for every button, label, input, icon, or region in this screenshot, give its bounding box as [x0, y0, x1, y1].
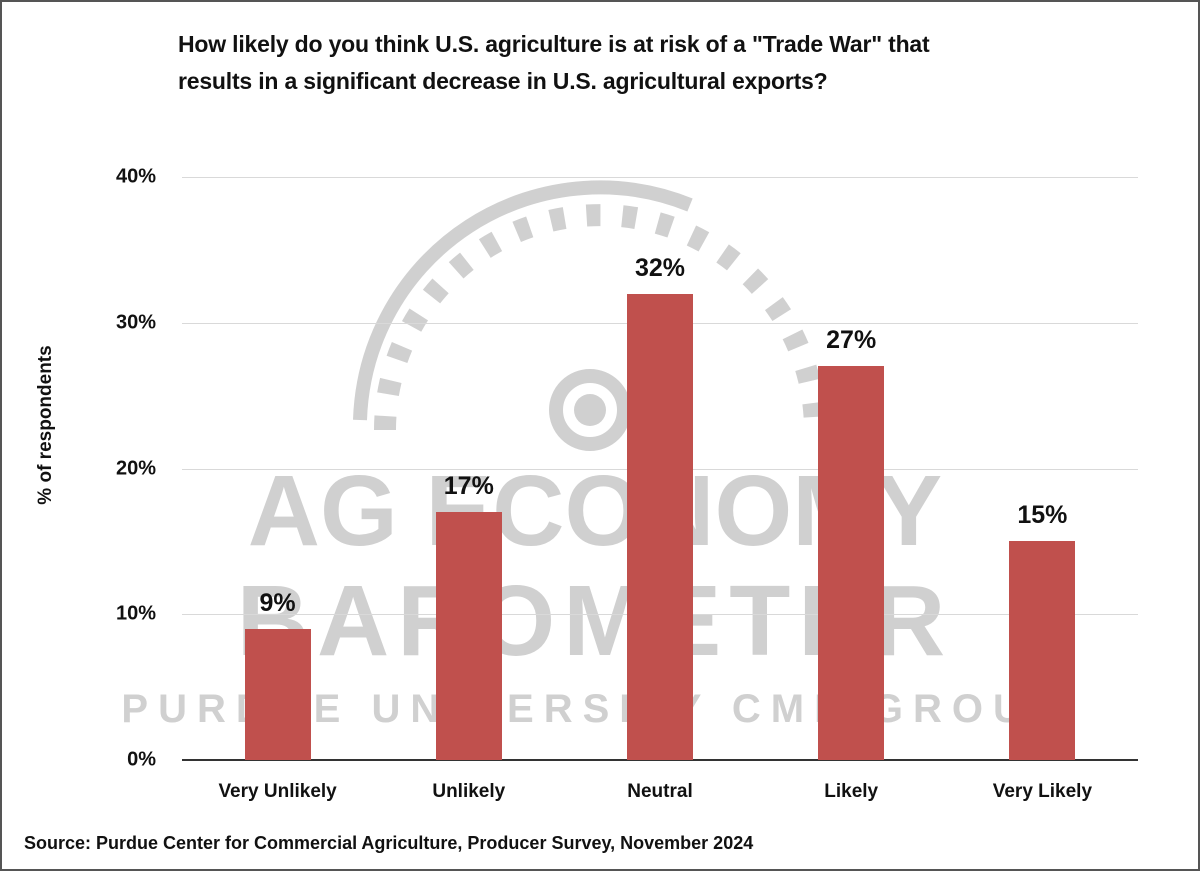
bar-unlikely	[435, 512, 502, 760]
chart-title: How likely do you think U.S. agriculture…	[178, 26, 1078, 100]
data-label: 27%	[826, 326, 877, 355]
data-label: 9%	[259, 588, 296, 617]
bar-very-likely	[1009, 541, 1076, 760]
data-label: 15%	[1017, 501, 1068, 530]
y-tick-label: 40%	[115, 165, 156, 188]
x-tick-label: Unlikely	[432, 781, 506, 802]
bar-neutral	[627, 293, 693, 760]
gridline	[182, 177, 1138, 178]
y-tick-label: 30%	[115, 311, 156, 334]
x-tick-label: Likely	[824, 781, 879, 802]
y-axis-label: % of respondents	[35, 345, 56, 505]
data-label: 32%	[634, 253, 686, 282]
x-tick-label: Neutral	[627, 781, 693, 802]
bar-likely	[818, 366, 885, 760]
y-tick-label: 0%	[127, 748, 156, 771]
source-note: Source: Purdue Center for Commercial Agr…	[24, 833, 754, 853]
bar-very-unlikely	[244, 628, 311, 760]
y-tick-label: 20%	[115, 457, 156, 479]
chart-title-line-2: results in a significant decrease in U.S…	[178, 68, 828, 94]
x-axis-line	[182, 759, 1138, 761]
y-tick-label: 10%	[115, 602, 156, 625]
x-tick-label: Very Likely	[992, 781, 1093, 802]
x-tick-label: Very Unlikely	[218, 781, 337, 802]
data-label: 17%	[443, 472, 494, 501]
chart-title-line-1: How likely do you think U.S. agriculture…	[178, 31, 930, 57]
